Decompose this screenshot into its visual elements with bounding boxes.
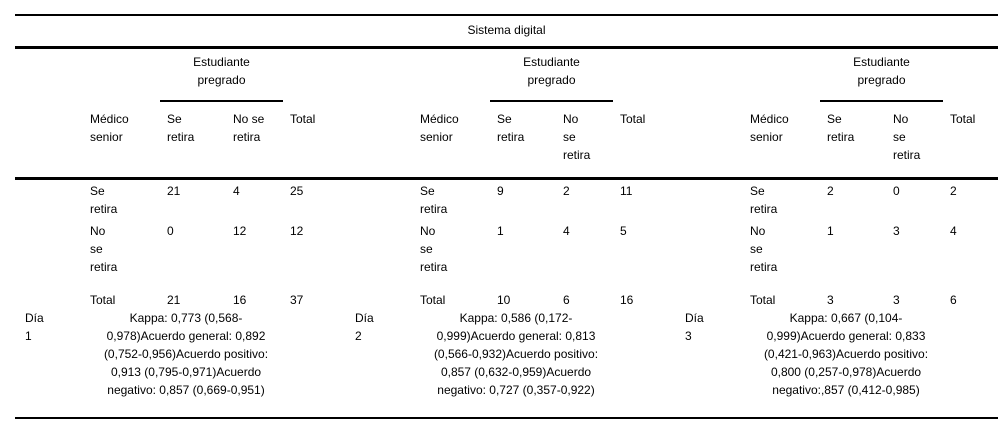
cell-value: 10 <box>497 293 511 307</box>
agreement-stats: Kappa: 0,773 (0,568- 0,978)Acuerdo gener… <box>103 311 269 397</box>
group-header-underline <box>490 100 613 102</box>
day-2-table: Estudiante pregrado Médico senior Se ret… <box>355 0 660 438</box>
day-label: Día 1 <box>25 311 44 343</box>
row-label-no-se-retira: No se retira <box>420 224 448 274</box>
cell-value: 5 <box>620 224 627 238</box>
day-label: Día 3 <box>685 311 704 343</box>
header-medico-senior: Médico senior <box>750 112 789 144</box>
header-se-retira: Se retira <box>167 112 195 144</box>
header-total: Total <box>950 112 976 126</box>
cell-value: 3 <box>893 293 900 307</box>
cell-value: 0 <box>167 224 174 238</box>
day-1-table: Estudiante pregrado Médico senior Se ret… <box>25 0 330 438</box>
cell-value: 4 <box>233 184 240 198</box>
row-label-total: Total <box>90 293 116 307</box>
cell-value: 3 <box>893 224 900 238</box>
day-label: Día 2 <box>355 311 374 343</box>
agreement-stats: Kappa: 0,667 (0,104- 0,999)Acuerdo gener… <box>763 311 929 397</box>
group-header-underline <box>820 100 943 102</box>
cell-value: 1 <box>827 224 834 238</box>
agreement-stats: Kappa: 0,586 (0,172- 0,999)Acuerdo gener… <box>433 311 599 397</box>
cell-value: 6 <box>950 293 957 307</box>
cell-value: 4 <box>950 224 957 238</box>
cell-value: 21 <box>167 293 181 307</box>
cell-value: 0 <box>893 184 900 198</box>
header-no-se-retira: No se retira <box>563 112 591 162</box>
row-label-no-se-retira: No se retira <box>90 224 118 274</box>
cell-value: 9 <box>497 184 504 198</box>
cell-value: 12 <box>233 224 247 238</box>
cell-value: 4 <box>563 224 570 238</box>
cell-value: 1 <box>497 224 504 238</box>
group-header-estudiante-pregrado: Estudiante pregrado <box>853 55 910 87</box>
cell-value: 2 <box>827 184 834 198</box>
table-title: Sistema digital <box>467 23 546 37</box>
group-header-underline <box>160 100 283 102</box>
cell-value: 6 <box>563 293 570 307</box>
row-label-no-se-retira: No se retira <box>750 224 778 274</box>
cell-value: 21 <box>167 184 181 198</box>
table-rule-bottom <box>15 417 998 419</box>
cell-value: 16 <box>233 293 247 307</box>
row-label-se-retira: Se retira <box>750 184 778 216</box>
row-label-se-retira: Se retira <box>90 184 118 216</box>
header-no-se-retira: No se retira <box>893 112 921 162</box>
cell-value: 12 <box>290 224 304 238</box>
day-3-table: Estudiante pregrado Médico senior Se ret… <box>685 0 990 438</box>
cell-value: 25 <box>290 184 304 198</box>
table-rule-header-top <box>15 46 998 49</box>
cell-value: 3 <box>827 293 834 307</box>
row-label-total: Total <box>420 293 446 307</box>
header-medico-senior: Médico senior <box>90 112 129 144</box>
group-header-estudiante-pregrado: Estudiante pregrado <box>193 55 250 87</box>
header-no-se-retira: No se retira <box>233 112 265 144</box>
row-label-total: Total <box>750 293 776 307</box>
cell-value: 2 <box>563 184 570 198</box>
table-rule-top <box>15 14 998 16</box>
group-header-estudiante-pregrado: Estudiante pregrado <box>523 55 580 87</box>
row-label-se-retira: Se retira <box>420 184 448 216</box>
cell-value: 2 <box>950 184 957 198</box>
header-se-retira: Se retira <box>497 112 525 144</box>
header-se-retira: Se retira <box>827 112 855 144</box>
header-total: Total <box>620 112 646 126</box>
table-rule-header-bottom <box>15 177 998 180</box>
cell-value: 37 <box>290 293 304 307</box>
header-medico-senior: Médico senior <box>420 112 459 144</box>
cell-value: 11 <box>620 184 633 198</box>
cell-value: 16 <box>620 293 634 307</box>
header-total: Total <box>290 112 316 126</box>
